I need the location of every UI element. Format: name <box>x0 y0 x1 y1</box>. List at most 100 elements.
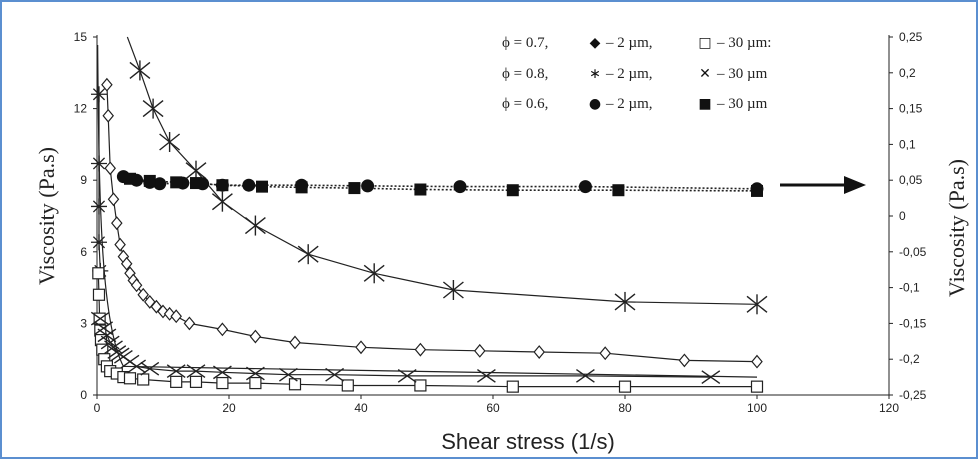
open-square-marker <box>189 375 203 388</box>
y-right-tick-label: 0,1 <box>899 137 916 151</box>
filled-square-marker <box>612 184 625 197</box>
asterisk-marker <box>142 98 164 119</box>
asterisk-marker <box>442 279 464 300</box>
cross-marker <box>127 359 147 374</box>
open-diamond-marker <box>216 322 229 337</box>
open-diamond-marker <box>137 287 149 302</box>
open-diamond-marker <box>249 329 262 344</box>
right-axis-arrow <box>780 176 866 194</box>
x-tick-label: 100 <box>747 401 767 415</box>
filled-square-marker <box>256 180 268 193</box>
open-diamond-marker <box>130 278 143 293</box>
asterisk-marker <box>297 244 319 265</box>
open-diamond-marker <box>101 77 113 92</box>
cross-marker <box>104 340 123 355</box>
cross-marker <box>94 321 114 336</box>
legend-30um-label: – 30 µm <box>716 96 768 112</box>
filled-square-marker <box>170 176 183 189</box>
open-square-marker <box>249 376 262 390</box>
y-right-tick-label: 0 <box>899 209 906 223</box>
open-diamond-marker <box>678 353 691 368</box>
open-diamond-marker <box>170 309 182 324</box>
legend-phi-label: ϕ = 0.6, <box>502 96 548 112</box>
open-diamond-marker <box>104 161 116 176</box>
cross-marker <box>100 335 120 350</box>
open-diamond-marker <box>533 345 545 359</box>
filled-circle-marker <box>578 180 592 194</box>
asterisk-marker <box>129 60 151 81</box>
star-marker <box>90 234 107 251</box>
near-axis-curve <box>97 44 758 378</box>
open-square-marker <box>288 378 302 391</box>
legend-phi-label: ϕ = 0.7, <box>502 35 548 51</box>
star-marker <box>90 86 107 103</box>
legend: ϕ = 0.7, ◆ – 2 µm, □ – 30 µm:ϕ = 0.8, ∗ – 2 µm… <box>502 35 771 112</box>
open-diamond-marker <box>414 342 427 357</box>
y-left-tick-label: 9 <box>80 173 87 187</box>
legend-2um-label: – 2 µm, <box>605 66 653 82</box>
y-right-tick-label: 0,25 <box>899 30 923 44</box>
cross-marker <box>476 369 496 383</box>
open-diamond-marker <box>102 108 115 123</box>
x-tick-label: 0 <box>94 401 101 415</box>
y-right-tick-label: 0,05 <box>899 173 923 187</box>
open-diamond-marker <box>599 346 611 361</box>
legend-symbol-2um: ∗ <box>589 66 601 82</box>
filled-square-marker <box>414 183 427 196</box>
asterisk-marker <box>244 215 266 236</box>
filled-circle-marker <box>361 179 375 193</box>
asterisk-marker <box>614 291 636 312</box>
open-square-marker <box>92 288 106 301</box>
filled-circle-marker <box>453 180 467 194</box>
cross-marker <box>575 369 595 383</box>
filled-circle-marker <box>153 177 167 191</box>
open-diamond-marker <box>355 340 367 355</box>
y-left-tick-label: 3 <box>80 316 87 330</box>
y-right-title: Viscosity (Pa.s) <box>944 159 969 297</box>
filled-square-marker <box>348 182 361 195</box>
star-marker <box>90 198 107 215</box>
x-axis-title: Shear stress (1/s) <box>441 429 615 454</box>
legend-symbol-30um: □ <box>698 35 711 51</box>
open-diamond-marker <box>114 237 126 252</box>
asterisk-marker <box>363 263 385 284</box>
filled-square-marker <box>190 177 202 190</box>
x-tick-label: 60 <box>486 401 500 415</box>
legend-30um-label: – 30 µm <box>716 66 768 82</box>
axis-labels: Viscosity (Pa.s) Viscosity (Pa.s) Shear … <box>34 147 969 454</box>
asterisk-marker <box>211 191 233 212</box>
filled-square-marker <box>295 181 308 194</box>
y-right-tick-label: -0,15 <box>899 316 927 330</box>
filled-square-marker <box>751 184 763 197</box>
y-right-tick-label: 0,15 <box>899 102 923 116</box>
open-square-marker <box>137 373 150 386</box>
open-square-marker <box>414 379 427 392</box>
legend-2um-label: – 2 µm, <box>605 35 653 51</box>
x-tick-label: 80 <box>618 401 632 415</box>
y-right-tick-label: -0,25 <box>899 388 927 402</box>
y-left-tick-label: 6 <box>80 245 87 259</box>
cross-marker <box>278 367 298 382</box>
filled-square-marker <box>124 172 136 185</box>
x-tick-label: 120 <box>879 401 899 415</box>
cross-marker <box>325 367 345 382</box>
y-right-tick-label: -0,2 <box>899 352 920 366</box>
filled-circle-marker <box>242 178 256 192</box>
series-lines <box>97 36 758 388</box>
x-tick-label: 40 <box>354 401 368 415</box>
cross-marker <box>701 370 721 384</box>
y-left-tick-label: 0 <box>80 388 87 402</box>
data-marks <box>90 60 768 393</box>
y-left-title: Viscosity (Pa.s) <box>34 147 59 285</box>
open-square-marker <box>92 267 105 280</box>
y-left-tick-label: 15 <box>74 30 88 44</box>
filled-square-marker <box>143 174 156 187</box>
cross-marker <box>397 369 417 383</box>
cross-marker <box>245 366 265 381</box>
open-diamond-marker <box>289 335 301 350</box>
y-right-tick-label: -0,1 <box>899 281 920 295</box>
open-diamond-marker <box>107 192 120 207</box>
open-square-marker <box>506 380 519 393</box>
